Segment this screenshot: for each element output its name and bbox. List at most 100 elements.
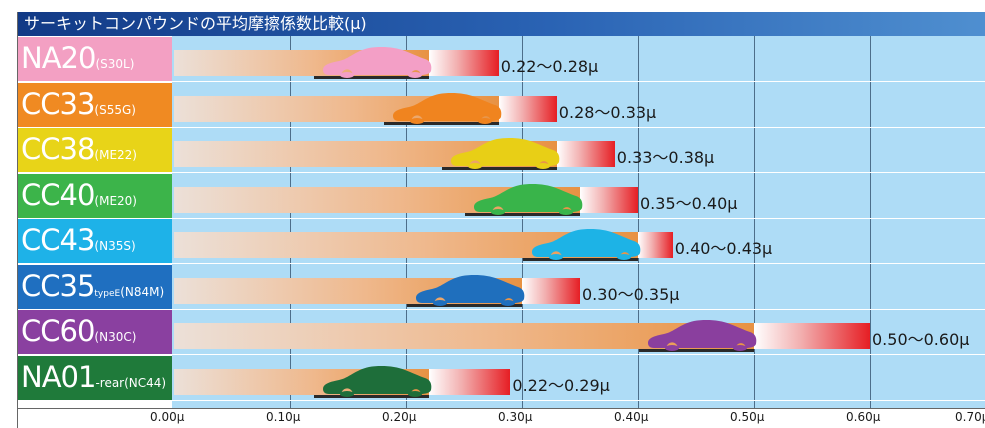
row-label-cc35: CC35typeE(N84M) bbox=[18, 264, 172, 309]
row-label-cc40: CC40(ME20) bbox=[18, 173, 172, 218]
x-axis-line bbox=[18, 408, 985, 409]
compound-name: CC38(ME22) bbox=[21, 130, 137, 172]
car-body bbox=[532, 229, 641, 257]
row-label-cc43: CC43(N35S) bbox=[18, 219, 172, 263]
car-wheel bbox=[477, 117, 492, 124]
car-icon bbox=[392, 92, 502, 124]
compound-name: CC43(N35S) bbox=[21, 221, 136, 263]
row-separator bbox=[18, 354, 985, 355]
row-separator bbox=[18, 399, 985, 401]
car-body bbox=[392, 92, 502, 121]
car-icon bbox=[416, 274, 525, 306]
row-separator bbox=[18, 217, 985, 219]
car-wheel bbox=[433, 299, 447, 306]
car-shadow bbox=[407, 303, 522, 307]
range-label: 0.40～0.43μ bbox=[674, 239, 773, 258]
car-icon bbox=[474, 183, 583, 215]
compound-code-label: (N84M) bbox=[120, 284, 165, 299]
grid-line bbox=[754, 36, 755, 408]
car-shadow bbox=[441, 167, 557, 170]
x-tick-label: 0.40μ bbox=[614, 410, 649, 424]
x-tick-label: 0.10μ bbox=[266, 410, 301, 424]
compound-code-label: (S30L) bbox=[95, 57, 135, 71]
row-separator bbox=[18, 126, 985, 128]
compound-main-label: CC38 bbox=[21, 132, 95, 166]
car-icon bbox=[323, 47, 432, 78]
car-wheel bbox=[535, 163, 550, 169]
car-body bbox=[416, 274, 525, 303]
car-wheel bbox=[733, 345, 747, 351]
x-tick-label: 0.30μ bbox=[498, 410, 533, 424]
bar-range bbox=[580, 186, 638, 213]
compound-main-label: NA20 bbox=[21, 41, 96, 75]
compound-main-label: CC43 bbox=[21, 223, 95, 257]
bar-range bbox=[638, 232, 673, 258]
car-body bbox=[323, 47, 432, 75]
car-shadow bbox=[523, 258, 638, 261]
car-icon bbox=[648, 320, 757, 351]
bar-cc60 bbox=[174, 323, 870, 352]
car-shadow bbox=[314, 76, 430, 79]
compound-name: CC40(ME20) bbox=[21, 176, 137, 218]
range-label: 0.22～0.28μ bbox=[500, 57, 599, 76]
compound-code-label: (N35S) bbox=[94, 239, 136, 253]
car-wheel bbox=[408, 72, 423, 78]
row-separator bbox=[18, 81, 985, 82]
bar-range bbox=[556, 141, 615, 167]
car-body bbox=[450, 138, 560, 166]
car-wheel bbox=[491, 208, 505, 215]
car-wheel bbox=[409, 117, 424, 124]
row-label-na01: NA01-rear(NC44) bbox=[18, 355, 172, 400]
compound-main-label: CC40 bbox=[21, 177, 95, 212]
row-label-cc33: CC33(S55G) bbox=[18, 82, 172, 127]
car-icon bbox=[323, 365, 432, 397]
bar-range bbox=[522, 277, 580, 304]
row-label-cc60: CC60(N30C) bbox=[18, 310, 172, 354]
car-wheel bbox=[467, 163, 482, 169]
compound-name: CC33(S55G) bbox=[21, 85, 136, 127]
bar-range bbox=[498, 95, 557, 122]
compound-main-label: NA01 bbox=[21, 359, 96, 394]
grid-line bbox=[638, 36, 639, 408]
car-shadow bbox=[314, 394, 430, 398]
car-shadow bbox=[639, 349, 754, 352]
x-tick-label: 0.60μ bbox=[846, 410, 881, 424]
car-shadow bbox=[383, 121, 499, 125]
car-wheel bbox=[549, 254, 563, 260]
car-wheel bbox=[501, 299, 515, 306]
range-label: 0.30～0.35μ bbox=[582, 284, 680, 304]
row-separator bbox=[18, 308, 985, 310]
grid-line bbox=[406, 36, 407, 408]
grid-line bbox=[522, 36, 523, 408]
car-wheel bbox=[665, 345, 679, 351]
bar-range bbox=[754, 323, 870, 349]
x-tick-label: 0.70μ bbox=[955, 410, 985, 424]
car-body bbox=[474, 183, 583, 212]
row-separator bbox=[18, 172, 985, 173]
compound-name: NA20(S30L) bbox=[21, 39, 134, 81]
title-bar: サーキットコンパウンドの平均摩擦係数比較(μ) bbox=[18, 12, 985, 36]
row-label-na20: NA20(S30L) bbox=[18, 37, 172, 81]
car-wheel bbox=[340, 72, 355, 78]
compound-code-label: (ME20) bbox=[94, 193, 137, 208]
compound-rear-label: -rear bbox=[95, 375, 125, 390]
compound-main-label: CC35 bbox=[21, 268, 95, 303]
range-label: 0.22～0.29μ bbox=[512, 375, 610, 395]
x-tick-label: 0.50μ bbox=[730, 410, 765, 424]
plot-area bbox=[172, 36, 985, 408]
compound-name: CC35typeE(N84M) bbox=[21, 267, 164, 309]
chart-title: サーキットコンパウンドの平均摩擦係数比較(μ) bbox=[24, 14, 367, 33]
compound-type-label: typeE bbox=[94, 288, 121, 299]
compound-code-label: (S55G) bbox=[94, 102, 136, 117]
car-shadow bbox=[465, 212, 580, 216]
y-axis-line bbox=[17, 12, 18, 428]
compound-main-label: CC33 bbox=[21, 86, 95, 121]
car-wheel bbox=[559, 208, 573, 215]
x-tick-label: 0.00μ bbox=[150, 410, 185, 424]
range-label: 0.50～0.60μ bbox=[872, 330, 970, 349]
compound-code-label: (N30C) bbox=[94, 330, 137, 344]
car-wheel bbox=[408, 390, 423, 397]
compound-name: NA01-rear(NC44) bbox=[21, 358, 166, 400]
range-label: 0.35～0.40μ bbox=[640, 193, 738, 213]
